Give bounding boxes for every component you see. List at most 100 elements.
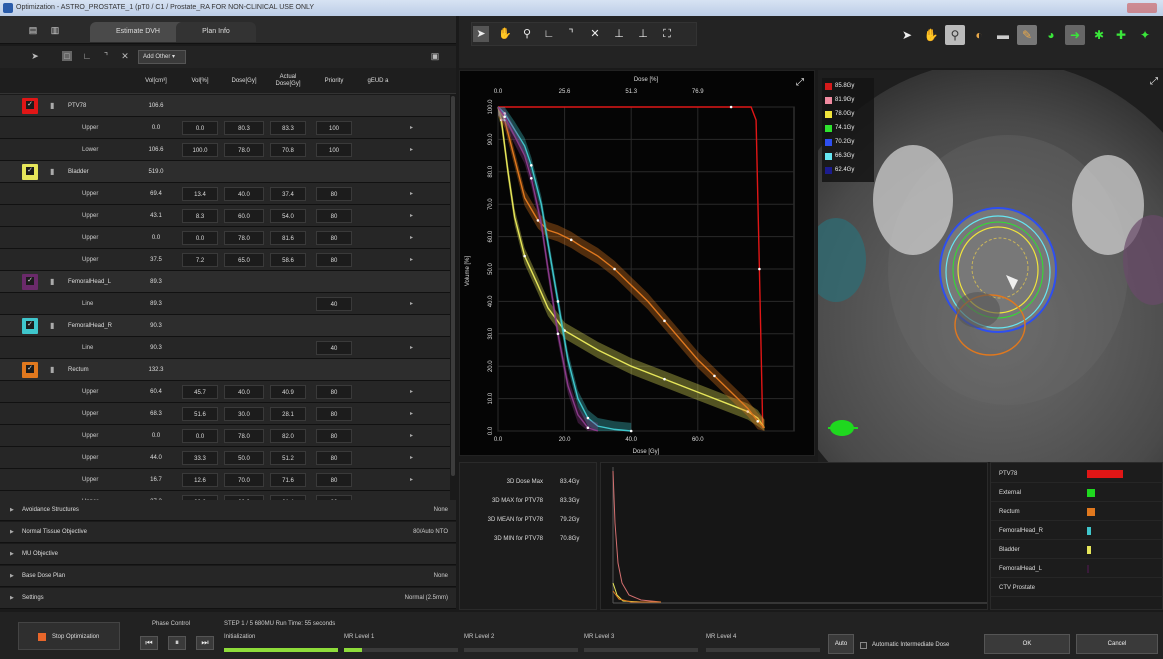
skip-back-button[interactable]: ⏮	[140, 636, 158, 650]
objective-expand-arrow[interactable]: ▸	[410, 411, 414, 417]
stop-optimization-button[interactable]: Stop Optimization	[18, 622, 120, 650]
objective-actual[interactable]: 37.4	[270, 187, 306, 201]
structure-row[interactable]: ✓ ▮ PTV78 106.6	[0, 95, 450, 117]
objective-row[interactable]: Upper 37.5 7.2 65.0 58.6 80 ▸	[0, 249, 450, 271]
structure-row[interactable]: ✓ ▮ Bladder 519.0	[0, 161, 450, 183]
objective-priority[interactable]: 80	[316, 451, 352, 465]
objective-priority[interactable]: 100	[316, 121, 352, 135]
objective-row[interactable]: Upper 0.0 0.0 78.0 81.6 80 ▸	[0, 227, 450, 249]
structure-bin-icon[interactable]: ▮	[50, 101, 55, 110]
check-icon[interactable]: ✓	[26, 277, 34, 285]
objective-actual[interactable]: 28.1	[270, 407, 306, 421]
legend-row[interactable]: Rectum	[991, 503, 1163, 521]
objective-vol-pct[interactable]: 12.6	[182, 473, 218, 487]
dvh-curve-ptv78[interactable]	[498, 106, 764, 428]
objective-expand-arrow[interactable]: ▸	[410, 257, 414, 263]
objective-dose[interactable]: 78.0	[224, 429, 264, 443]
dvh-chart-panel[interactable]: 0.0 20.0 40.0 60.0 0.0 25.6 51.3 76.9 100.0 90.0 8…	[459, 70, 815, 456]
objective-actual[interactable]: 54.0	[270, 209, 306, 223]
objective-dose[interactable]: 78.0	[224, 231, 264, 245]
objective-vol-pct[interactable]: 13.4	[182, 187, 218, 201]
save-icon[interactable]: ▥	[50, 25, 60, 35]
section-settings[interactable]: ▶ Settings Normal (2.5mm)	[0, 588, 456, 609]
pan-hand-icon[interactable]: ✋	[498, 28, 512, 40]
isodose-icon[interactable]: ◕	[1047, 28, 1055, 42]
pointer-icon[interactable]: ➤	[473, 26, 489, 42]
fit-icon[interactable]: ⛶	[663, 28, 671, 40]
tab-estimate-dvh[interactable]: Estimate DVH	[90, 22, 186, 42]
objective-vol-pct[interactable]: 8.3	[182, 209, 218, 223]
section-normal-tissue-objective[interactable]: ▶ Normal Tissue Objective 80/Auto NTO	[0, 522, 456, 543]
auto-button[interactable]: Auto	[828, 634, 854, 654]
objective-priority[interactable]: 80	[316, 385, 352, 399]
delete-objective-icon[interactable]: ✕	[121, 51, 129, 61]
structure-bin-icon[interactable]: ▮	[50, 167, 55, 176]
objective-actual[interactable]: 83.3	[270, 121, 306, 135]
cancel-button[interactable]: Cancel	[1076, 634, 1158, 654]
objective-priority[interactable]: 80	[316, 253, 352, 267]
pointer-icon[interactable]: ➤	[901, 28, 913, 42]
zoom-icon[interactable]: ⚲	[945, 25, 965, 45]
pause-button[interactable]: ⏸	[168, 636, 186, 650]
section-avoidance-structures[interactable]: ▶ Avoidance Structures None	[0, 500, 456, 521]
auto-intermediate-checkbox[interactable]	[860, 642, 867, 649]
objective-vol-pct[interactable]: 0.0	[182, 231, 218, 245]
objective-row[interactable]: Line 90.3 40 ▸	[0, 337, 450, 359]
export-icon[interactable]: ▣	[430, 51, 440, 61]
dvh-curve-femoralhead_r[interactable]	[497, 106, 632, 432]
objective-priority[interactable]: 40	[316, 297, 352, 311]
structure-row[interactable]: ✓ ▮ Rectum 132.3	[0, 359, 450, 381]
isocenter-icon[interactable]: ✚	[1115, 28, 1127, 42]
structure-color-swatch[interactable]: ✓	[22, 362, 38, 378]
check-icon[interactable]: ✓	[26, 321, 34, 329]
check-icon[interactable]: ✓	[26, 167, 34, 175]
structure-color-swatch[interactable]: ✓	[22, 98, 38, 114]
legend-row[interactable]: External	[991, 484, 1163, 502]
objective-vol-pct[interactable]: 7.2	[182, 253, 218, 267]
structure-bin-icon[interactable]: ▮	[50, 365, 55, 374]
objective-dose[interactable]: 60.0	[224, 209, 264, 223]
objective-row[interactable]: Upper 43.1 8.3 60.0 54.0 80 ▸	[0, 205, 450, 227]
objective-actual[interactable]: 51.2	[270, 451, 306, 465]
objective-row[interactable]: Upper 0.0 0.0 78.0 82.0 80 ▸	[0, 425, 450, 447]
structure-bin-icon[interactable]: ▮	[50, 321, 55, 330]
structure-color-swatch[interactable]: ✓	[22, 318, 38, 334]
legend-row[interactable]: CTV Prostate	[991, 579, 1163, 597]
objective-row[interactable]: Upper 16.7 12.6 70.0 71.6 80 ▸	[0, 469, 450, 491]
objective-dose[interactable]: 65.0	[224, 253, 264, 267]
legend-row[interactable]: Bladder	[991, 541, 1163, 559]
arrow-right-icon[interactable]: ➜	[1065, 25, 1085, 45]
objective-expand-arrow[interactable]: ▸	[410, 477, 414, 483]
objective-dose[interactable]: 40.0	[224, 385, 264, 399]
objective-expand-arrow[interactable]: ▸	[410, 235, 414, 241]
tab-plan-info[interactable]: Plan Info	[176, 22, 256, 42]
objective-row[interactable]: Upper 0.0 0.0 80.3 83.3 100 ▸	[0, 117, 450, 139]
beam-star-icon[interactable]: ✱	[1093, 28, 1105, 42]
objective-vol-pct[interactable]: 0.0	[182, 121, 218, 135]
objective-priority[interactable]: 80	[316, 473, 352, 487]
window-level-icon[interactable]: ◐	[975, 28, 983, 42]
field-icon[interactable]: ✦	[1139, 28, 1151, 42]
axis-zoom-icon[interactable]: ⊥	[638, 28, 648, 40]
objective-expand-arrow[interactable]: ▸	[410, 389, 414, 395]
objective-expand-arrow[interactable]: ▸	[410, 147, 414, 153]
structure-bin-icon[interactable]: ▮	[50, 277, 55, 286]
objective-dose[interactable]: 78.0	[224, 143, 264, 157]
structure-row[interactable]: ✓ ▮ FemoralHead_L 89.3	[0, 271, 450, 293]
delete-icon[interactable]: ✕	[590, 28, 600, 40]
objective-actual[interactable]: 40.9	[270, 385, 306, 399]
objective-expand-arrow[interactable]: ▸	[410, 433, 414, 439]
objective-priority[interactable]: 40	[316, 341, 352, 355]
dvh-chart[interactable]: 0.0 20.0 40.0 60.0 0.0 25.6 51.3 76.9 100.0 90.0 8…	[460, 71, 816, 457]
objective-dose[interactable]: 30.0	[224, 407, 264, 421]
objective-actual[interactable]: 81.6	[270, 231, 306, 245]
upper-objective-icon[interactable]: ⌝	[568, 28, 574, 40]
legend-row[interactable]: FemoralHead_R	[991, 522, 1163, 540]
ok-button[interactable]: OK	[984, 634, 1070, 654]
open-icon[interactable]: ▤	[28, 25, 38, 35]
objective-actual[interactable]: 82.0	[270, 429, 306, 443]
objective-row[interactable]: Upper 69.4 13.4 40.0 37.4 80 ▸	[0, 183, 450, 205]
expand-icon[interactable]: ⤢	[1150, 76, 1158, 87]
objective-row[interactable]: Upper 44.0 33.3 50.0 51.2 80 ▸	[0, 447, 450, 469]
section-base-dose-plan[interactable]: ▶ Base Dose Plan None	[0, 566, 456, 587]
